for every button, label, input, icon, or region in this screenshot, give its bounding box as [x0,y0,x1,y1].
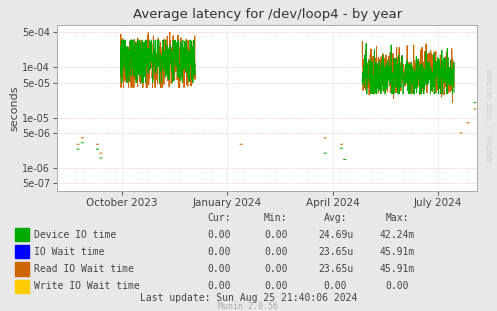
Text: RRDTOOL / TOBI OETIKER: RRDTOOL / TOBI OETIKER [488,68,494,162]
Text: 0.00: 0.00 [264,247,288,257]
Text: 42.24m: 42.24m [380,230,415,240]
Text: 45.91m: 45.91m [380,264,415,274]
Text: Min:: Min: [264,213,288,223]
Text: 45.91m: 45.91m [380,247,415,257]
Text: Munin 2.0.56: Munin 2.0.56 [219,302,278,311]
Text: IO Wait time: IO Wait time [34,247,104,257]
Text: Read IO Wait time: Read IO Wait time [34,264,134,274]
Text: 0.00: 0.00 [324,281,347,291]
Text: 0.00: 0.00 [386,281,410,291]
Text: 0.00: 0.00 [264,281,288,291]
Text: Max:: Max: [386,213,410,223]
Text: Device IO time: Device IO time [34,230,116,240]
Text: Write IO Wait time: Write IO Wait time [34,281,140,291]
Text: 0.00: 0.00 [207,230,231,240]
Title: Average latency for /dev/loop4 - by year: Average latency for /dev/loop4 - by year [133,8,402,21]
Text: Avg:: Avg: [324,213,347,223]
Text: 0.00: 0.00 [264,264,288,274]
Text: 0.00: 0.00 [207,247,231,257]
Y-axis label: seconds: seconds [9,85,19,131]
Text: 24.69u: 24.69u [318,230,353,240]
Text: 0.00: 0.00 [207,264,231,274]
Text: 23.65u: 23.65u [318,264,353,274]
Text: Last update: Sun Aug 25 21:40:06 2024: Last update: Sun Aug 25 21:40:06 2024 [140,293,357,303]
Text: 23.65u: 23.65u [318,247,353,257]
Text: 0.00: 0.00 [264,230,288,240]
Text: 0.00: 0.00 [207,281,231,291]
Text: Cur:: Cur: [207,213,231,223]
